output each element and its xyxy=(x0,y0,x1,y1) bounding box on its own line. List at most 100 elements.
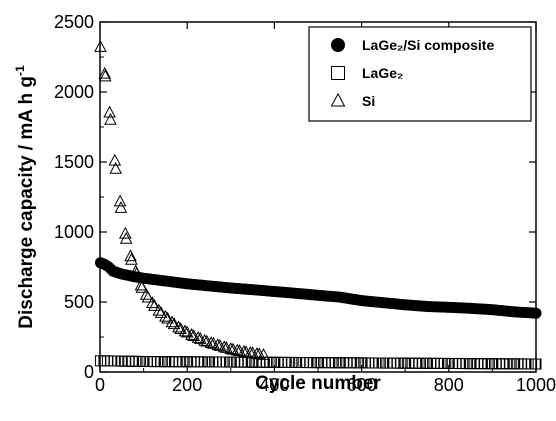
data-point xyxy=(398,357,410,369)
data-point xyxy=(381,357,393,369)
x-tick-label: 1000 xyxy=(516,375,556,395)
data-point xyxy=(152,303,166,316)
data-point xyxy=(268,356,280,368)
data-point xyxy=(334,357,346,369)
data-point xyxy=(311,357,323,369)
data-point xyxy=(465,358,477,370)
data-point xyxy=(286,356,298,368)
data-point xyxy=(319,357,331,369)
data-point xyxy=(101,355,113,367)
data-point xyxy=(301,357,313,369)
data-point xyxy=(98,66,112,79)
x-tick-label: 400 xyxy=(259,375,289,395)
data-point xyxy=(351,357,363,369)
data-point xyxy=(188,356,200,368)
series-2 xyxy=(94,355,542,370)
data-point xyxy=(507,358,519,370)
data-point xyxy=(315,357,327,369)
data-point xyxy=(391,357,403,369)
data-point xyxy=(198,333,211,346)
y-tick-label: 2500 xyxy=(54,12,94,32)
data-point xyxy=(152,356,164,368)
data-point xyxy=(479,358,491,370)
data-point xyxy=(109,161,123,174)
data-point xyxy=(204,336,218,349)
data-point xyxy=(141,290,155,303)
data-point xyxy=(232,356,244,368)
data-point xyxy=(154,306,168,318)
data-point xyxy=(337,357,349,369)
data-point xyxy=(224,342,238,355)
data-point xyxy=(344,357,356,369)
data-point xyxy=(104,112,117,125)
data-point xyxy=(468,358,480,370)
data-point xyxy=(177,356,189,368)
legend-item: LaGe₂ xyxy=(331,65,403,81)
data-point xyxy=(135,280,149,293)
data-point xyxy=(108,355,120,367)
data-point xyxy=(326,357,338,369)
data-point xyxy=(239,345,253,358)
data-point xyxy=(116,355,128,367)
y-axis-label-superscript: -1 xyxy=(13,65,27,76)
data-point xyxy=(486,358,498,370)
data-point xyxy=(279,356,291,368)
data-point xyxy=(114,201,128,213)
data-point xyxy=(304,357,316,369)
data-point xyxy=(137,355,149,367)
data-point xyxy=(504,358,516,370)
data-point xyxy=(202,356,214,368)
data-point xyxy=(515,358,527,370)
data-point xyxy=(475,358,487,370)
data-point xyxy=(206,356,218,368)
data-point xyxy=(113,194,127,207)
legend-item: Si xyxy=(330,92,375,109)
legend-item: LaGe₂/Si composite xyxy=(331,37,494,53)
data-point xyxy=(195,356,207,368)
data-point xyxy=(103,105,116,118)
data-point xyxy=(410,357,422,369)
data-point xyxy=(331,38,345,52)
data-point xyxy=(180,356,192,368)
data-point xyxy=(384,357,396,369)
data-point xyxy=(512,358,524,370)
data-point xyxy=(519,358,531,370)
data-point xyxy=(159,356,171,368)
data-point xyxy=(421,357,433,369)
data-point xyxy=(388,357,400,369)
data-point xyxy=(395,357,407,369)
data-point xyxy=(98,69,112,82)
data-point xyxy=(119,231,133,244)
data-point xyxy=(453,358,465,370)
data-point xyxy=(239,356,251,368)
data-point xyxy=(377,357,389,369)
x-tick-label: 800 xyxy=(434,375,464,395)
data-point xyxy=(490,358,502,370)
data-point xyxy=(233,344,246,357)
y-tick-label: 2000 xyxy=(54,82,94,102)
data-point xyxy=(167,317,181,330)
axis-ticks xyxy=(99,21,537,373)
data-point xyxy=(308,357,320,369)
data-point xyxy=(125,252,138,265)
data-point xyxy=(331,66,345,80)
data-point xyxy=(366,357,378,369)
data-point xyxy=(115,355,127,367)
y-tick-label: 0 xyxy=(84,362,94,382)
data-point xyxy=(486,358,498,370)
data-point xyxy=(119,355,131,367)
data-point xyxy=(529,358,541,370)
data-point xyxy=(126,355,138,367)
data-point xyxy=(246,346,259,359)
data-point xyxy=(217,356,229,368)
legend: LaGe₂/Si composite LaGe₂ Si xyxy=(308,26,532,122)
data-point xyxy=(228,356,240,368)
data-point xyxy=(493,358,505,370)
data-point xyxy=(264,356,276,368)
data-point xyxy=(105,355,117,367)
data-point xyxy=(145,296,159,309)
data-point xyxy=(145,356,157,368)
data-point xyxy=(472,358,484,370)
data-point xyxy=(217,340,231,353)
